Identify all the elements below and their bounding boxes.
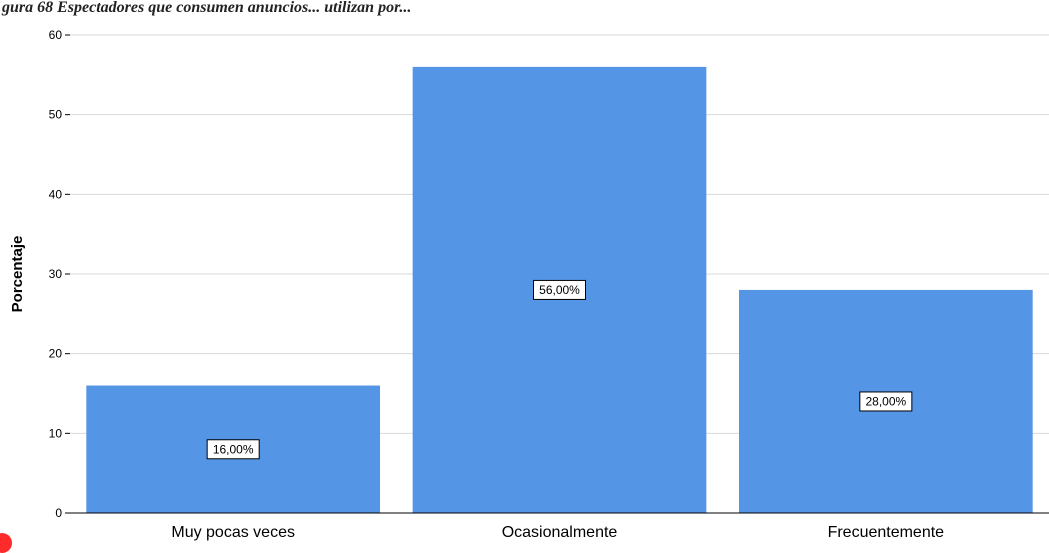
y-tick-label: 20 bbox=[49, 347, 63, 361]
x-axis-categories: Muy pocas veces Ocasionalmente Frecuenteme… bbox=[171, 524, 944, 541]
figure-caption: gura 68 Espectadores que consumen anunci… bbox=[1, 0, 411, 16]
data-label: 56,00% bbox=[539, 283, 580, 297]
y-tick-label: 50 bbox=[49, 108, 63, 122]
x-category-label: Ocasionalmente bbox=[502, 524, 618, 541]
data-label: 16,00% bbox=[213, 442, 254, 456]
y-tick-label: 10 bbox=[49, 426, 63, 440]
y-axis-label: Porcentaje bbox=[9, 236, 26, 313]
y-axis-ticks: 0 10 20 30 40 50 60 bbox=[49, 28, 70, 520]
y-tick-label: 0 bbox=[55, 506, 62, 520]
data-label-box bbox=[533, 279, 586, 300]
data-labels: 16,00% 56,00% 28,00% bbox=[206, 279, 913, 460]
data-label-box bbox=[859, 391, 913, 412]
y-tick-label: 30 bbox=[49, 267, 63, 281]
x-category-label: Frecuentemente bbox=[828, 524, 945, 541]
x-category-label: Muy pocas veces bbox=[171, 524, 295, 541]
data-label-box bbox=[206, 439, 260, 460]
y-tick-label: 40 bbox=[49, 187, 63, 201]
data-label: 28,00% bbox=[865, 394, 906, 408]
y-tick-label: 60 bbox=[49, 28, 63, 42]
